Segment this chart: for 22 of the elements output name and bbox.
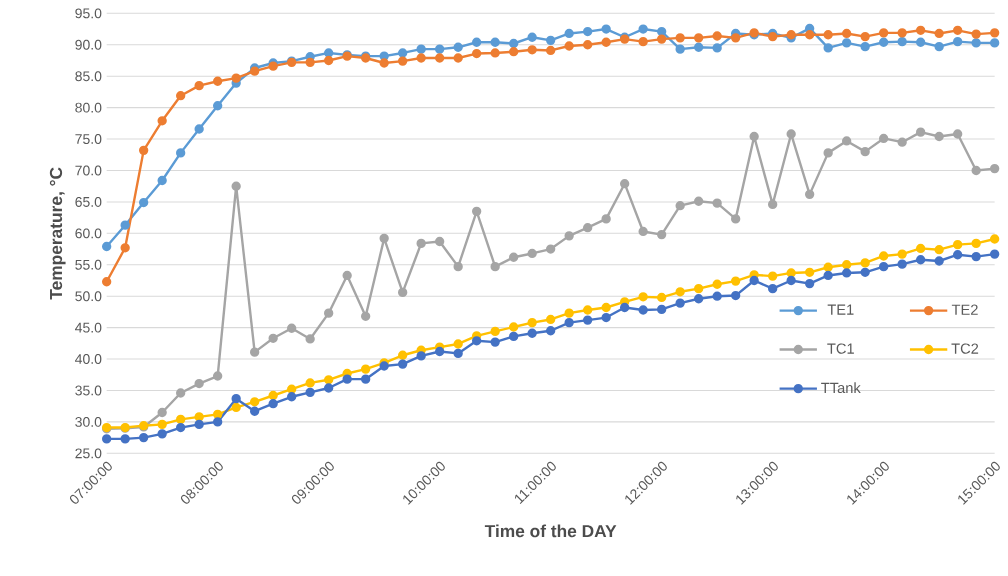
- legend-label: TC2: [951, 343, 979, 354]
- y-tick-label: 80.0: [75, 102, 102, 113]
- y-tick-label: 70.0: [75, 165, 102, 176]
- y-tick-label: 90.0: [75, 39, 102, 50]
- y-tick-label: 35.0: [75, 385, 102, 396]
- legend-label: TE1: [827, 304, 854, 315]
- legend-label: TE2: [951, 304, 978, 315]
- y-tick-label: 75.0: [75, 134, 102, 145]
- y-tick-label: 40.0: [75, 354, 102, 365]
- y-tick-label: 65.0: [75, 196, 102, 207]
- y-tick-label: 30.0: [75, 416, 102, 427]
- y-tick-label: 60.0: [75, 228, 102, 239]
- y-tick-label: 85.0: [75, 71, 102, 82]
- y-axis-title: Temperature, °C: [49, 167, 66, 300]
- legend-label: TTank: [821, 382, 861, 394]
- y-tick-label: 45.0: [75, 322, 102, 333]
- y-tick-label: 95.0: [75, 8, 102, 19]
- y-tick-label: 50.0: [75, 291, 102, 302]
- x-axis-title: Time of the DAY: [484, 524, 617, 538]
- legend-label: TC1: [827, 343, 854, 354]
- y-tick-label: 25.0: [75, 448, 102, 459]
- y-tick-label: 55.0: [75, 259, 102, 270]
